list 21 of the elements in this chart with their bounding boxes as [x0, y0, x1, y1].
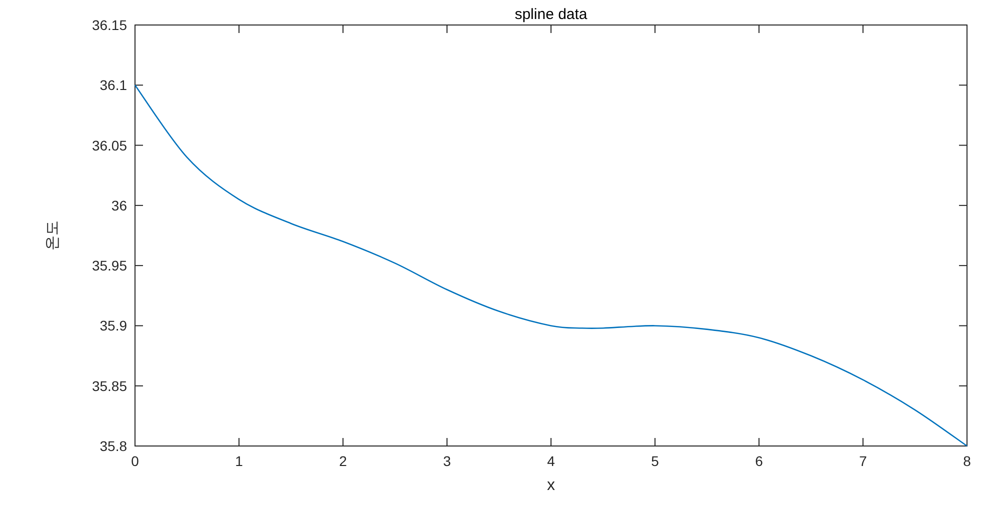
y-tick-label: 35.85: [92, 378, 128, 394]
line-series: [134, 84, 968, 447]
x-tick-label: 7: [859, 453, 868, 469]
y-tick-label: 36: [111, 197, 128, 214]
y-tick-label: 35.95: [92, 258, 128, 274]
x-tick-label: 0: [131, 453, 140, 469]
x-tick-label: 4: [547, 453, 556, 469]
y-tick-label: 36.1: [100, 77, 128, 94]
x-tick-label: 5: [651, 453, 660, 469]
y-tick-label: 35.8: [100, 438, 128, 454]
y-tick-label: 35.9: [100, 318, 128, 334]
y-tick-label: 36.15: [92, 17, 128, 33]
x-tick-label: 8: [963, 453, 972, 469]
x-tick-label: 2: [339, 453, 348, 469]
x-tick-label: 1: [235, 453, 244, 469]
x-tick-label: 6: [755, 453, 764, 469]
x-tick-label: 3: [443, 453, 452, 469]
x-axis-title: x: [547, 477, 555, 494]
y-tick-label: 36.05: [92, 137, 128, 154]
y-axis-title: 온도: [44, 220, 61, 250]
chart-title: spline data: [514, 6, 588, 23]
